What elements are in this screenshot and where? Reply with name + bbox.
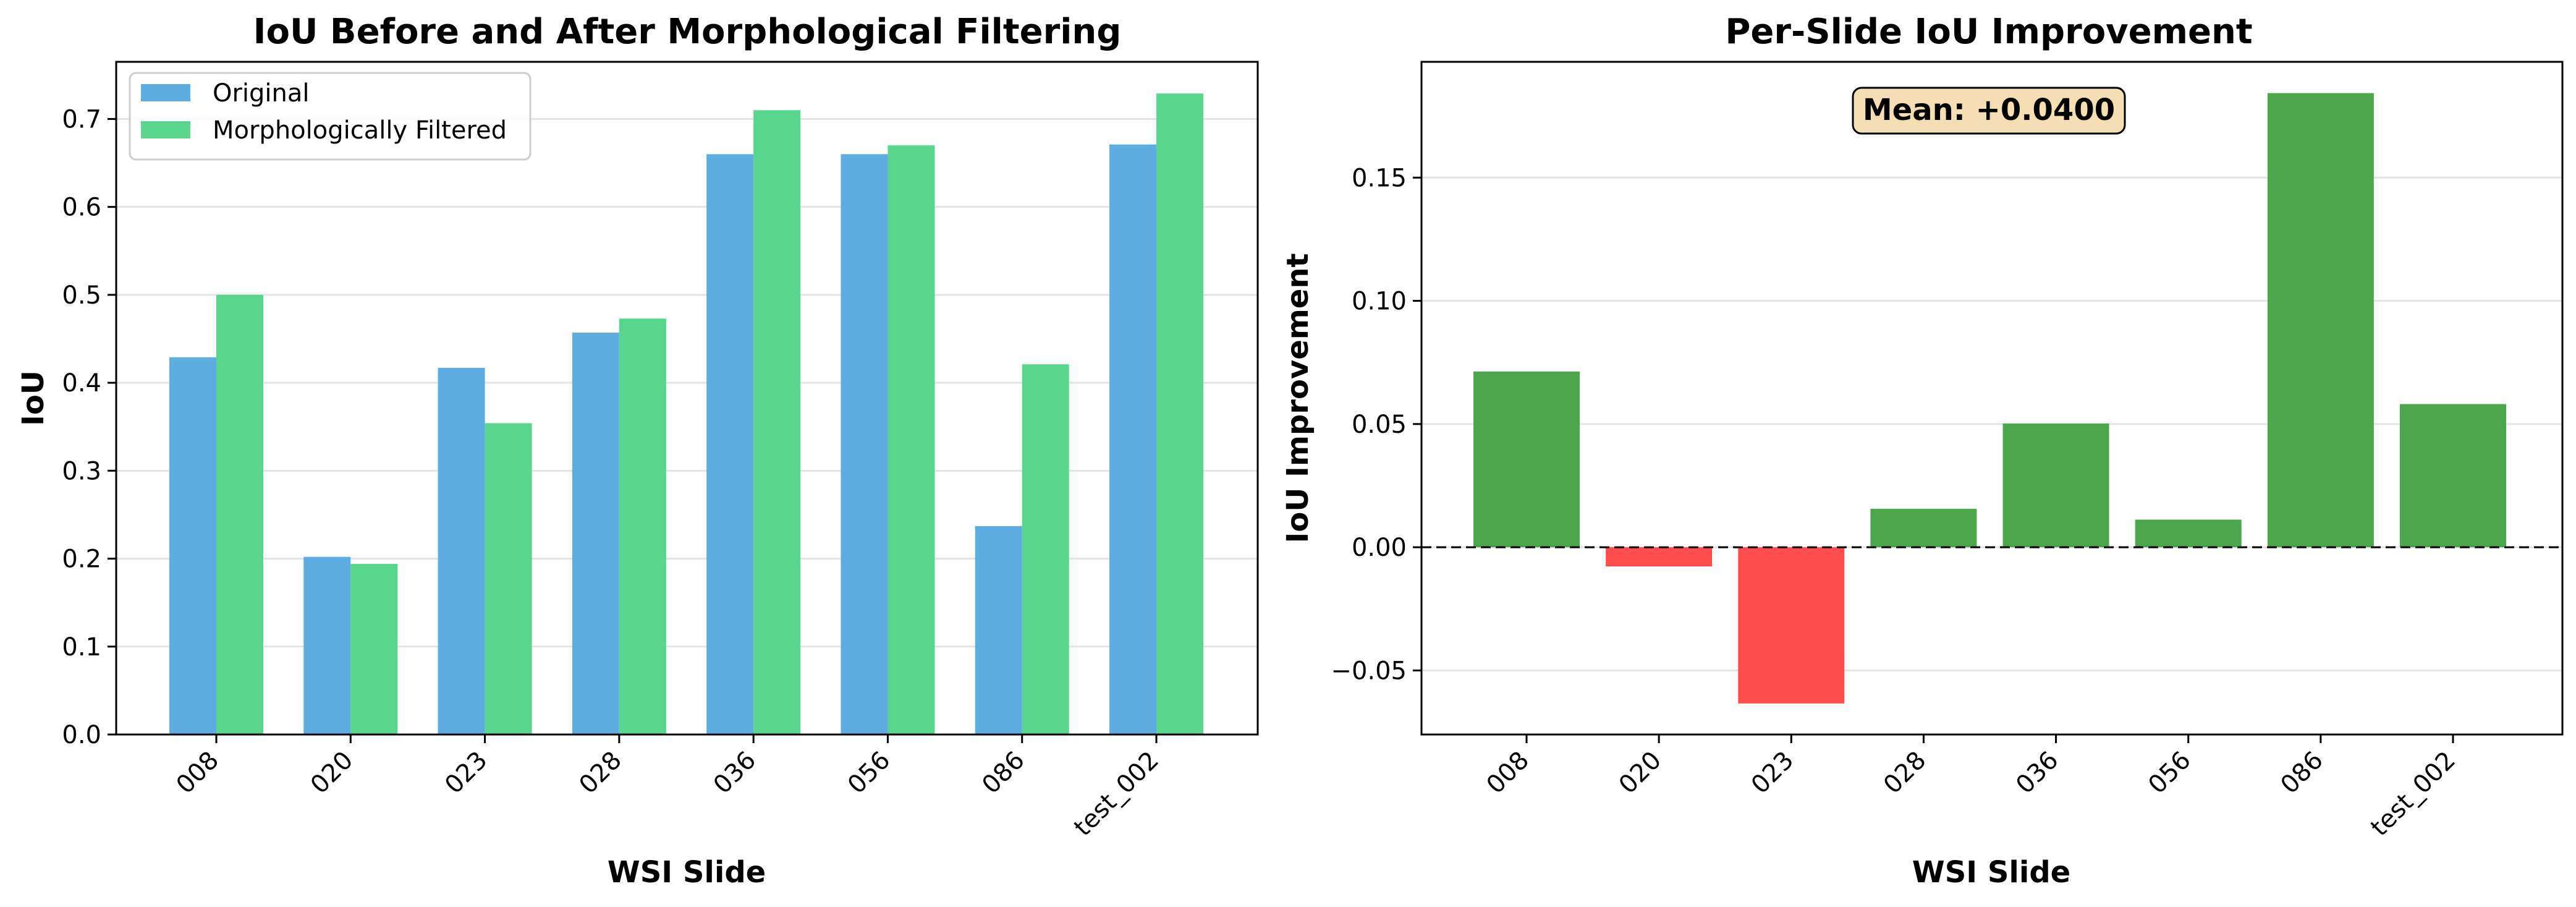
- bar-original: [169, 357, 216, 735]
- x-tick-label: 056: [2143, 746, 2197, 800]
- bar-positive: [2135, 519, 2242, 548]
- bar-original: [841, 154, 888, 735]
- y-tick-label: 0.4: [62, 369, 101, 398]
- x-tick-label: 036: [2010, 746, 2064, 800]
- legend-swatch-original: [141, 84, 190, 101]
- bar-filtered: [753, 110, 801, 735]
- bar-original: [303, 556, 351, 735]
- y-axis-ticks: −0.05 0.00 0.05 0.10 0.15: [1331, 164, 1421, 685]
- legend-label-original: Original: [213, 79, 310, 108]
- mean-annotation: Mean: +0.0400: [1852, 87, 2126, 135]
- legend-swatch-filtered: [141, 121, 190, 138]
- x-tick-label: 086: [977, 746, 1030, 800]
- plot-frame: [1420, 61, 2564, 736]
- x-axis-ticks: 008 020 023 028 036 056 086 test_002: [171, 735, 1164, 842]
- x-tick-label: 056: [842, 746, 896, 800]
- mean-annotation-text: Mean: +0.0400: [1863, 93, 2115, 127]
- bar-original: [438, 367, 485, 735]
- y-tick-label: 0.5: [62, 281, 101, 310]
- x-tick-label: 008: [1481, 746, 1535, 800]
- y-tick-label: −0.05: [1331, 657, 1407, 685]
- bar-original: [706, 154, 754, 735]
- x-tick-label: 008: [171, 746, 225, 800]
- y-tick-label: 0.00: [1352, 534, 1407, 562]
- x-tick-label: test_002: [2365, 746, 2461, 842]
- x-tick-label: 036: [708, 746, 762, 800]
- bar-filtered: [1156, 93, 1203, 735]
- mean-annotation-box: [1852, 87, 2126, 135]
- bars: [169, 93, 1203, 735]
- x-tick-label: 023: [439, 746, 493, 800]
- y-tick-label: 0.7: [62, 105, 101, 134]
- legend: Original Morphologically Filtered: [129, 72, 532, 161]
- bar-positive: [1473, 371, 1580, 548]
- bar-positive: [1870, 508, 1977, 548]
- y-axis-label: IoU Improvement: [1281, 253, 1315, 543]
- bar-original: [572, 333, 619, 735]
- x-axis-label: WSI Slide: [608, 855, 766, 890]
- gridlines: [116, 117, 1258, 736]
- bar-filtered: [216, 294, 263, 735]
- x-tick-label: 023: [1746, 746, 1800, 800]
- bar-filtered: [888, 145, 935, 735]
- legend-frame: [129, 72, 532, 161]
- bar-negative: [1606, 547, 1713, 567]
- y-tick-label: 0.6: [62, 194, 101, 222]
- iou-comparison-chart: IoU Before and After Morphological Filte…: [16, 12, 1259, 890]
- y-tick-label: 0.3: [62, 457, 101, 485]
- chart-title: Per-Slide IoU Improvement: [1725, 12, 2252, 52]
- bar-filtered: [485, 423, 532, 735]
- x-tick-label: test_002: [1069, 746, 1164, 842]
- bar-positive: [2267, 93, 2374, 548]
- bar-positive: [2400, 404, 2506, 548]
- x-tick-label: 028: [574, 746, 627, 800]
- bar-negative: [1738, 547, 1845, 704]
- x-tick-label: 020: [305, 746, 359, 800]
- bar-filtered: [619, 318, 666, 735]
- gridlines: [1421, 176, 2562, 671]
- bar-positive: [2002, 424, 2109, 548]
- y-tick-label: 0.1: [62, 633, 101, 662]
- y-tick-label: 0.0: [62, 721, 101, 749]
- iou-improvement-chart: Per-Slide IoU Improvement −0.05 0.00 0.05 0…: [1281, 12, 2564, 890]
- bar-filtered: [350, 564, 398, 735]
- y-tick-label: 0.05: [1352, 411, 1407, 439]
- x-tick-label: 020: [1614, 746, 1667, 800]
- x-axis-ticks: 008 020 023 028 036 056 086 test_002: [1481, 735, 2461, 842]
- legend-label-filtered: Morphologically Filtered: [213, 116, 507, 145]
- y-axis-label: IoU: [16, 370, 51, 426]
- y-axis-ticks: 0.0 0.1 0.2 0.3 0.4 0.5 0.6 0.7: [62, 105, 116, 749]
- bar-filtered: [1022, 364, 1069, 735]
- bars: [1473, 93, 2506, 704]
- bar-original: [975, 526, 1022, 735]
- y-tick-label: 0.2: [62, 545, 101, 574]
- chart-title: IoU Before and After Morphological Filte…: [253, 12, 1122, 52]
- x-axis-label: WSI Slide: [1912, 855, 2070, 890]
- plot-frame: [115, 61, 1259, 736]
- bar-original: [1109, 144, 1156, 735]
- x-tick-label: 086: [2275, 746, 2329, 800]
- y-tick-label: 0.15: [1352, 164, 1407, 192]
- x-tick-label: 028: [1878, 746, 1932, 800]
- y-tick-label: 0.10: [1352, 287, 1407, 316]
